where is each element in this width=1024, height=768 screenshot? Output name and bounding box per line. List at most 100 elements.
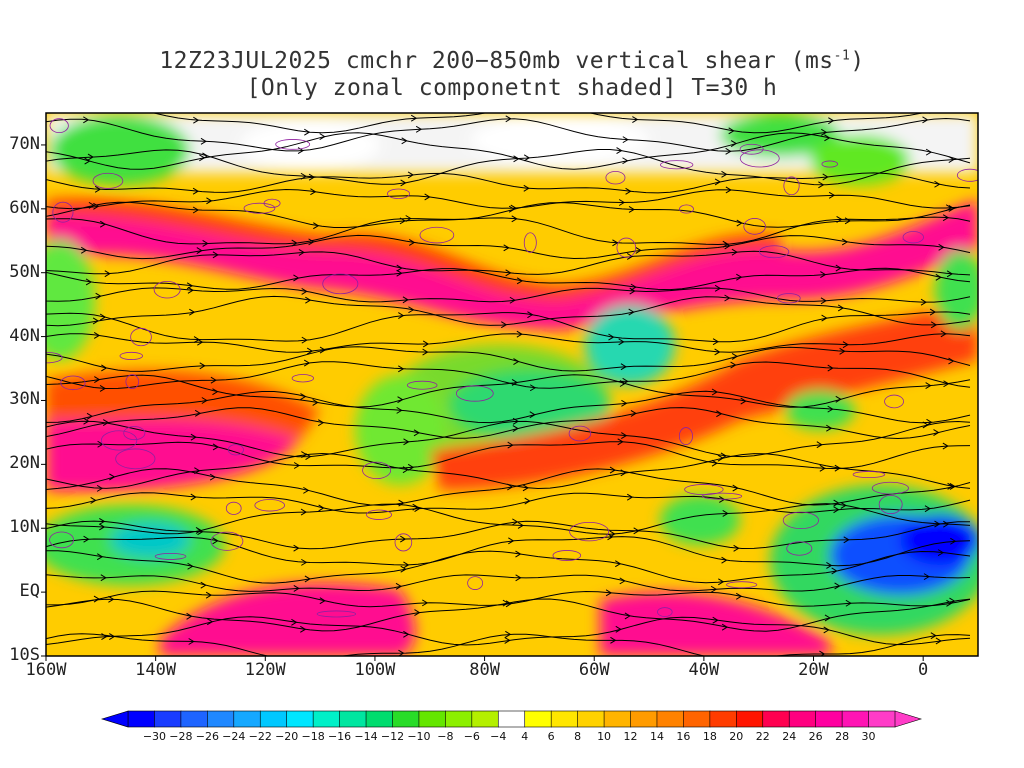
- streamline-arrow: [725, 147, 732, 155]
- streamline: [46, 616, 971, 646]
- streamline: [46, 550, 971, 584]
- streamline-arrow: [930, 632, 937, 640]
- streamline-arrow: [922, 116, 929, 124]
- streamline-arrow: [948, 205, 955, 212]
- colorbar-label: 24: [782, 730, 797, 743]
- streamline-arrow: [844, 217, 852, 225]
- streamline-arrow: [189, 308, 196, 316]
- colorbar-swatch: [286, 710, 314, 728]
- streamline-arrow: [712, 616, 719, 624]
- streamline-arrow: [508, 205, 516, 213]
- streamline: [46, 390, 971, 424]
- streamline-arrow: [937, 549, 945, 557]
- streamline-arrow: [826, 562, 833, 569]
- contour-line: [115, 448, 156, 470]
- streamline-arrow: [99, 313, 107, 321]
- streamline-arrow: [212, 388, 219, 396]
- contour-line: [739, 143, 764, 155]
- streamline-arrow: [629, 287, 636, 295]
- streamline-arrow: [192, 187, 200, 195]
- contour-line: [419, 226, 455, 244]
- streamline: [46, 333, 971, 353]
- colorbar-swatch: [497, 710, 526, 728]
- streamline-arrow: [714, 348, 721, 356]
- streamline-arrow: [303, 486, 310, 494]
- streamline-arrow: [839, 347, 846, 355]
- colorbar-label: 8: [574, 730, 582, 743]
- colorbar-label: 18: [702, 730, 717, 743]
- streamline-arrow: [291, 618, 298, 626]
- streamline-arrow: [99, 523, 106, 531]
- contour-line: [467, 576, 484, 590]
- streamline-arrow: [503, 244, 510, 252]
- contour-line: [878, 494, 903, 515]
- streamline-arrow: [942, 442, 949, 450]
- streamline-arrow: [396, 264, 403, 272]
- streamline-arrow: [192, 206, 200, 214]
- streamline-arrow: [503, 105, 508, 111]
- streamline-arrow: [413, 429, 420, 437]
- streamline-arrow: [934, 180, 941, 188]
- streamline-arrow: [824, 614, 831, 622]
- streamline-arrow: [199, 362, 206, 370]
- streamlines: [46, 105, 978, 656]
- streamline: [46, 346, 971, 372]
- colorbar-swatch: [709, 710, 737, 728]
- streamline: [46, 132, 971, 170]
- streamline-arrow: [90, 496, 97, 504]
- colorbar-label: −14: [354, 730, 378, 743]
- streamline-arrow: [837, 304, 845, 312]
- streamline: [46, 201, 971, 228]
- streamline-arrow: [635, 246, 642, 254]
- streamline-arrow: [711, 459, 718, 467]
- colorbar-label: −24: [222, 730, 246, 743]
- streamline-arrow: [86, 412, 93, 420]
- streamline-arrow: [319, 133, 326, 141]
- streamline-arrow: [721, 556, 728, 564]
- lon-tick-label: 160W: [25, 660, 67, 680]
- colorbar-swatch: [736, 710, 764, 728]
- streamline-arrow: [949, 597, 956, 605]
- streamline-arrow: [736, 273, 743, 281]
- streamline-arrow: [398, 649, 405, 656]
- contour-line: [225, 501, 242, 515]
- streamline-arrow: [628, 308, 635, 316]
- streamline-arrow: [924, 505, 931, 513]
- lon-tick-label: 60W: [578, 660, 610, 680]
- streamline-arrow: [923, 573, 930, 581]
- streamline: [46, 492, 971, 514]
- streamline-arrow: [422, 340, 430, 348]
- streamline-arrow: [920, 298, 927, 306]
- streamline-arrow: [516, 277, 524, 285]
- contour-line: [782, 511, 819, 529]
- streamline-arrow: [100, 574, 107, 582]
- streamline-arrow: [196, 247, 203, 255]
- streamline-arrow: [834, 582, 841, 590]
- colorbar-label: 14: [649, 730, 664, 743]
- streamline-arrow: [841, 238, 849, 246]
- contour-line: [49, 118, 69, 134]
- streamline-arrow: [512, 425, 519, 432]
- streamline-arrow: [410, 114, 418, 122]
- colorbar-swatch: [207, 710, 235, 728]
- streamline-arrow: [621, 432, 628, 440]
- streamline-arrow: [507, 483, 514, 491]
- streamline: [46, 574, 971, 592]
- streamline-arrow: [319, 597, 326, 605]
- streamline-arrow: [94, 376, 101, 384]
- streamline-arrow: [949, 483, 956, 490]
- contour-line: [406, 380, 438, 390]
- lon-tick-label: 0: [918, 660, 929, 680]
- streamline-arrow: [948, 357, 955, 365]
- streamline-arrow: [942, 214, 950, 222]
- streamline-arrow: [408, 239, 416, 246]
- contour-line: [660, 160, 694, 170]
- streamline-arrow: [730, 140, 738, 147]
- streamline-arrow: [624, 612, 631, 620]
- streamline-arrow: [712, 338, 720, 346]
- streamline: [46, 633, 971, 656]
- lat-tick-label: 70N: [9, 133, 40, 154]
- streamline-arrow: [94, 185, 102, 193]
- streamline-arrow: [403, 438, 410, 446]
- streamline-arrow: [615, 625, 622, 633]
